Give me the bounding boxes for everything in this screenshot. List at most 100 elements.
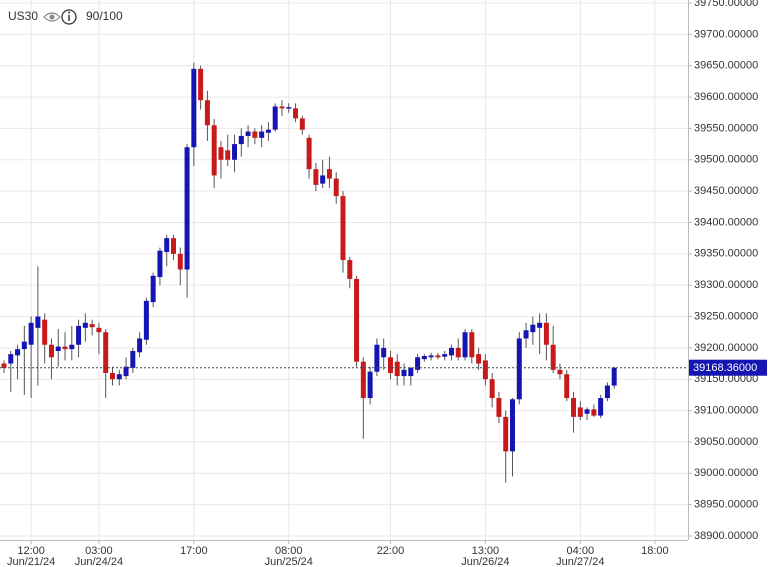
- candle-body: [259, 131, 265, 138]
- last-price-label: 39168.36000: [693, 362, 757, 374]
- candle-body: [347, 260, 353, 279]
- candle-body: [15, 349, 21, 356]
- candle-body: [198, 68, 204, 101]
- x-tick-label: 12:00: [17, 545, 45, 557]
- candle-body: [211, 125, 217, 176]
- candle-body: [306, 137, 312, 170]
- candle-body: [116, 374, 122, 380]
- candle-body: [333, 178, 339, 197]
- candle-body: [123, 366, 129, 377]
- candle-body: [503, 416, 509, 452]
- candle-body: [69, 344, 75, 350]
- x-tick-date: Jun/27/24: [556, 556, 604, 567]
- x-tick-date: Jun/26/24: [461, 556, 509, 567]
- candle-body: [523, 330, 529, 339]
- candle-body: [245, 131, 251, 136]
- candle-body: [103, 332, 109, 373]
- candle-body: [35, 316, 41, 328]
- x-tick-label: 04:00: [567, 545, 595, 557]
- candle-body: [143, 300, 149, 340]
- x-tick-date: Jun/21/24: [7, 556, 55, 567]
- candle-body: [455, 347, 461, 358]
- candle-body: [130, 351, 136, 368]
- y-tick-label: 38950.00000: [694, 499, 758, 511]
- candle-body: [367, 371, 373, 399]
- visibility-icon[interactable]: [43, 12, 61, 22]
- x-tick-date: Jun/25/24: [265, 556, 313, 567]
- candle-body: [171, 238, 176, 254]
- x-tick-date: Jun/24/24: [75, 556, 123, 567]
- candle-body: [313, 169, 319, 185]
- candle-body: [340, 196, 346, 261]
- y-tick-label: 39750.00000: [694, 0, 758, 9]
- candle-body: [530, 324, 536, 333]
- candle-body: [387, 357, 393, 373]
- y-tick-label: 39700.00000: [694, 28, 758, 40]
- candle-body: [150, 275, 156, 303]
- candle-body: [1, 363, 7, 368]
- candle-body: [96, 327, 102, 333]
- candle-body: [496, 398, 502, 417]
- candle-body: [89, 324, 95, 328]
- candle-body: [543, 322, 549, 345]
- candle-body: [571, 398, 577, 417]
- candle-body: [577, 407, 583, 417]
- candle-body: [435, 355, 441, 358]
- y-tick-label: 39300.00000: [694, 279, 758, 291]
- candle-body: [55, 346, 61, 352]
- candle-body: [293, 108, 299, 119]
- candle-body: [401, 369, 407, 377]
- candle-body: [157, 250, 163, 278]
- candle-body: [537, 322, 543, 328]
- candle-body: [408, 367, 414, 377]
- candle-body: [476, 354, 482, 364]
- candle-body: [252, 131, 258, 138]
- y-tick-label: 39150.00000: [694, 373, 758, 385]
- candle-body: [320, 175, 326, 184]
- candle-body: [489, 379, 495, 399]
- plot-area: [0, 0, 688, 540]
- y-tick-label: 39650.00000: [694, 60, 758, 72]
- y-tick-label: 39550.00000: [694, 122, 758, 134]
- x-tick-label: 03:00: [85, 545, 113, 557]
- y-tick-label: 39250.00000: [694, 310, 758, 322]
- candle-body: [28, 322, 34, 345]
- candle-body: [204, 100, 210, 126]
- last-price-box: [689, 359, 767, 376]
- x-tick-label: 08:00: [275, 545, 303, 557]
- candle-body: [238, 135, 244, 145]
- candle-body: [232, 144, 238, 160]
- candle-body: [184, 147, 190, 270]
- symbol: US30: [8, 9, 38, 23]
- candle-body: [469, 332, 475, 358]
- candle-body: [177, 253, 183, 270]
- candle-body: [516, 338, 522, 400]
- candle-body: [218, 147, 224, 160]
- candle-body: [265, 129, 271, 133]
- candle-body: [299, 118, 305, 130]
- y-tick-label: 39350.00000: [694, 248, 758, 260]
- candle-body: [598, 398, 604, 416]
- x-tick-label: 18:00: [641, 545, 669, 557]
- candle-body: [448, 347, 454, 356]
- candle-body: [360, 361, 366, 399]
- candle-body: [62, 346, 68, 350]
- x-tick-label: 13:00: [472, 545, 500, 557]
- candle-body: [326, 169, 332, 179]
- y-tick-label: 39200.00000: [694, 342, 758, 354]
- candle-body: [462, 332, 468, 358]
- candle-body: [82, 322, 88, 328]
- y-tick-label: 39500.00000: [694, 154, 758, 166]
- info-icon[interactable]: [61, 9, 77, 25]
- y-tick-label: 39000.00000: [694, 467, 758, 479]
- candle-body: [272, 106, 278, 130]
- candle-body: [381, 347, 387, 358]
- candle-body: [225, 150, 231, 160]
- x-tick-label: 22:00: [377, 545, 405, 557]
- candle-body: [48, 344, 54, 358]
- candle-body: [21, 341, 27, 350]
- y-tick-label: 39450.00000: [694, 185, 758, 197]
- candle-body: [164, 238, 170, 252]
